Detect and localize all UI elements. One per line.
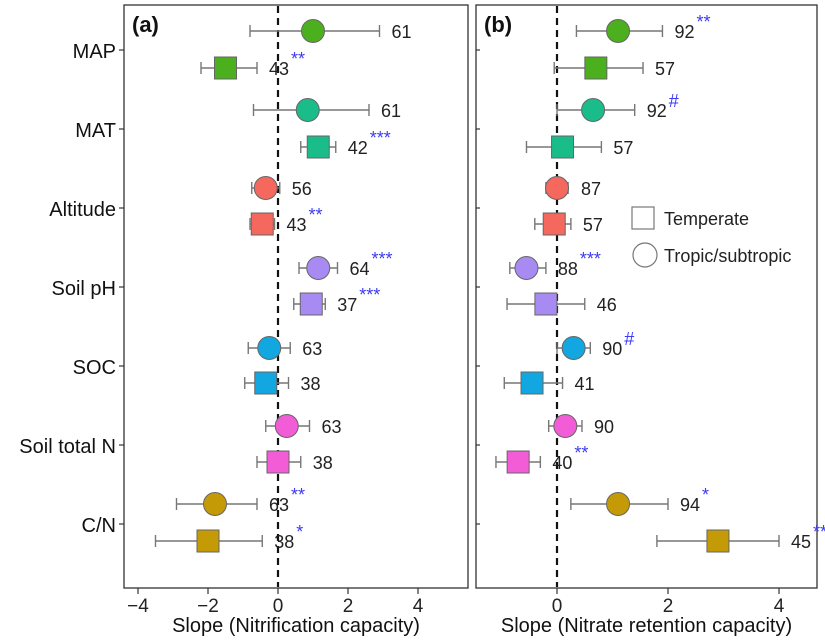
sample-size-label: 61 bbox=[392, 22, 412, 42]
row-label: C/N bbox=[82, 515, 116, 537]
panel-frame bbox=[123, 4, 469, 589]
significance-marker: * bbox=[702, 485, 709, 505]
significance-marker: *** bbox=[370, 128, 391, 148]
significance-marker: ** bbox=[291, 49, 305, 69]
sample-size-label: 43 bbox=[269, 59, 289, 79]
x-tick-label: −2 bbox=[197, 596, 219, 617]
sample-size-label: 42 bbox=[348, 138, 368, 158]
panel-frame bbox=[475, 4, 818, 589]
sample-size-label: 41 bbox=[575, 374, 595, 394]
point-temperate bbox=[254, 371, 278, 395]
significance-marker: *** bbox=[813, 522, 825, 542]
significance-marker: ** bbox=[291, 485, 305, 505]
point-tropic-subtropic bbox=[581, 98, 606, 122]
legend-label-tropic-subtropic: Tropic/subtropic bbox=[664, 246, 791, 266]
row-label: MAP bbox=[73, 41, 116, 63]
sample-size-label: 38 bbox=[313, 453, 333, 473]
sample-size-label: 88 bbox=[558, 259, 578, 279]
x-tick-label: 2 bbox=[663, 596, 674, 617]
point-tropic-subtropic bbox=[257, 336, 282, 360]
point-temperate bbox=[542, 212, 566, 236]
sample-size-label: 57 bbox=[655, 59, 675, 79]
point-temperate bbox=[306, 135, 330, 159]
sample-size-label: 63 bbox=[302, 339, 322, 359]
sample-size-label: 92 bbox=[674, 22, 694, 42]
point-temperate bbox=[534, 292, 558, 316]
x-tick-label: −4 bbox=[127, 596, 149, 617]
point-tropic-subtropic bbox=[295, 98, 320, 122]
point-tropic-subtropic bbox=[553, 414, 578, 438]
point-temperate bbox=[250, 212, 274, 236]
x-tick-label: 4 bbox=[413, 596, 424, 617]
point-temperate bbox=[584, 56, 608, 80]
legend-circle-symbol bbox=[632, 242, 658, 268]
panel-label: (a) bbox=[132, 12, 159, 37]
significance-marker: *** bbox=[580, 249, 601, 269]
row-label: SOC bbox=[73, 357, 116, 379]
sample-size-label: 57 bbox=[613, 138, 633, 158]
point-tropic-subtropic bbox=[306, 256, 331, 280]
point-temperate bbox=[520, 371, 544, 395]
sample-size-label: 40 bbox=[552, 453, 572, 473]
sample-size-label: 37 bbox=[337, 295, 357, 315]
significance-marker: ** bbox=[696, 12, 710, 32]
sample-size-label: 87 bbox=[581, 179, 601, 199]
point-tropic-subtropic bbox=[203, 492, 227, 516]
point-temperate bbox=[214, 56, 237, 80]
significance-marker: ** bbox=[574, 443, 588, 463]
sample-size-label: 38 bbox=[274, 532, 294, 552]
x-tick-label: 4 bbox=[774, 596, 785, 617]
sample-size-label: 90 bbox=[602, 339, 622, 359]
x-axis-title: Slope (Nitrification capacity) bbox=[172, 615, 420, 637]
legend-square-symbol bbox=[631, 206, 655, 230]
point-temperate bbox=[196, 529, 220, 553]
panel-label: (b) bbox=[484, 12, 512, 37]
point-tropic-subtropic bbox=[545, 176, 569, 200]
point-tropic-subtropic bbox=[561, 336, 586, 360]
point-temperate bbox=[551, 135, 575, 159]
point-tropic-subtropic bbox=[606, 19, 631, 43]
x-tick-label: 0 bbox=[552, 596, 563, 617]
significance-marker: *** bbox=[359, 285, 380, 305]
sample-size-label: 45 bbox=[791, 532, 811, 552]
point-tropic-subtropic bbox=[514, 256, 539, 280]
point-tropic-subtropic bbox=[606, 492, 631, 516]
point-tropic-subtropic bbox=[274, 414, 299, 438]
point-temperate bbox=[706, 529, 730, 553]
sample-size-label: 46 bbox=[597, 295, 617, 315]
significance-marker: *** bbox=[372, 249, 393, 269]
sample-size-label: 94 bbox=[680, 495, 700, 515]
row-labels: MAP MAT Altitude Soil pH SOC Soil total N C/N bbox=[19, 41, 116, 537]
significance-marker: # bbox=[624, 329, 634, 349]
significance-marker: * bbox=[296, 522, 303, 542]
point-temperate bbox=[266, 450, 290, 474]
x-tick-label: 0 bbox=[273, 596, 284, 617]
sample-size-label: 92 bbox=[647, 101, 667, 121]
x-axis-title: Slope (Nitrate retention capacity) bbox=[501, 615, 792, 637]
sample-size-label: 61 bbox=[381, 101, 401, 121]
point-temperate bbox=[299, 292, 323, 316]
row-label: Soil pH bbox=[52, 278, 116, 300]
sample-size-label: 38 bbox=[301, 374, 321, 394]
sample-size-label: 63 bbox=[322, 417, 342, 437]
sample-size-label: 56 bbox=[292, 179, 312, 199]
row-label: Altitude bbox=[49, 199, 116, 221]
row-label: MAT bbox=[75, 120, 116, 142]
legend-label-temperate: Temperate bbox=[664, 209, 749, 229]
point-tropic-subtropic bbox=[253, 176, 278, 200]
significance-marker: ** bbox=[309, 205, 323, 225]
sample-size-label: 64 bbox=[350, 259, 370, 279]
point-tropic-subtropic bbox=[301, 19, 325, 43]
sample-size-label: 57 bbox=[583, 215, 603, 235]
significance-marker: # bbox=[669, 91, 679, 111]
row-label: Soil total N bbox=[19, 436, 116, 458]
point-temperate bbox=[506, 450, 530, 474]
x-tick-label: 2 bbox=[343, 596, 354, 617]
sample-size-label: 63 bbox=[269, 495, 289, 515]
sample-size-label: 90 bbox=[594, 417, 614, 437]
sample-size-label: 43 bbox=[287, 215, 307, 235]
